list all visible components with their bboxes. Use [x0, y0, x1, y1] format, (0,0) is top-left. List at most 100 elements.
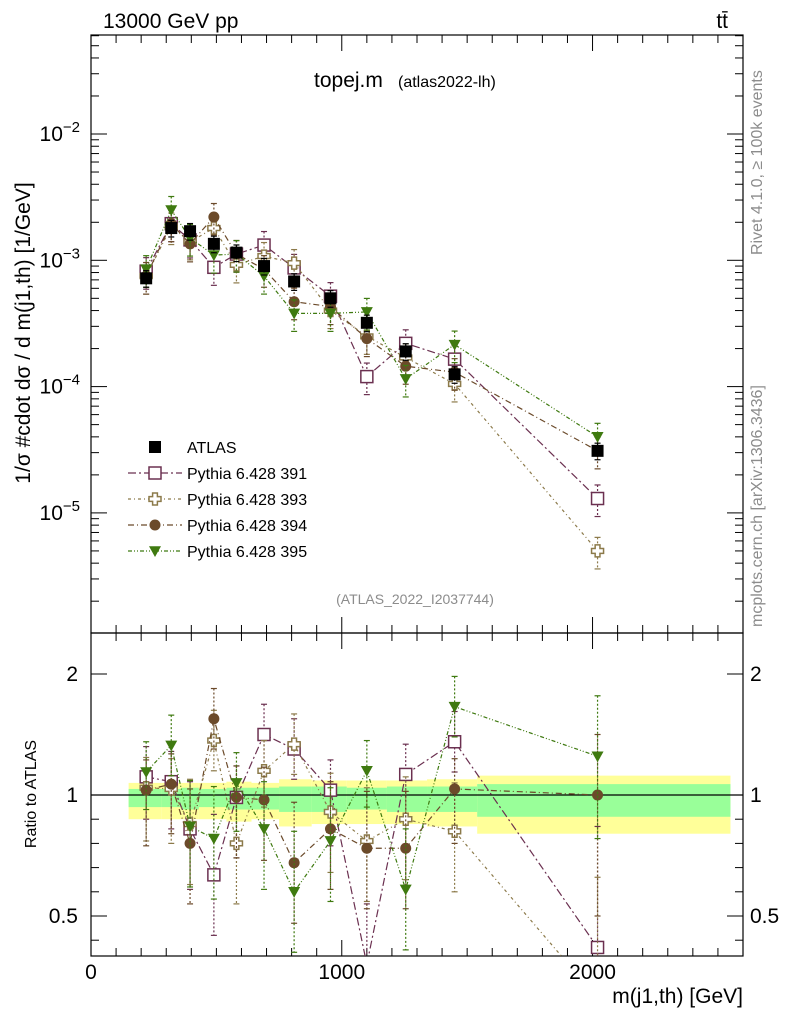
main-point-s4-6	[288, 308, 301, 320]
ratio-point-s1-10	[447, 735, 462, 749]
x-tick-label: 1000	[318, 961, 365, 984]
ratio-point-s4-5	[258, 824, 271, 835]
mcplots-label: mcplots.cern.ch [arXiv:1306.3436]	[749, 385, 766, 627]
ratio-line-4	[145, 705, 598, 893]
ratio-band-stat	[346, 787, 387, 810]
main-point-s0-2	[184, 225, 197, 238]
ratio-line-3	[146, 718, 598, 864]
ratio-point-s2-5	[257, 764, 271, 778]
ratio-point-s3-11	[592, 789, 604, 801]
main-point-s2-6	[287, 256, 301, 270]
main-point-s0-11	[591, 444, 604, 457]
ratio-point-s3-5	[258, 794, 270, 806]
ratio-line-2	[146, 740, 563, 956]
main-point-s4-1	[165, 205, 178, 217]
x-tick-label: 0	[85, 961, 97, 984]
ratio-y-tick-label: 1	[66, 784, 78, 807]
legend-marker-2	[148, 492, 162, 506]
main-point-s3-3	[208, 211, 220, 223]
ratio-y-tick-label-right: 2	[750, 663, 762, 686]
ratio-data-group	[139, 675, 605, 1004]
x-tick-label: 2000	[569, 961, 616, 984]
main-data-group	[139, 195, 605, 570]
rivet-label: Rivet 4.1.0, ≥ 100k events	[749, 70, 766, 255]
ratio-band-stat	[128, 788, 162, 808]
ratio-y-tick-label-right: 0.5	[750, 905, 779, 928]
main-point-s2-11	[590, 544, 605, 558]
main-point-s4-0	[140, 264, 153, 276]
main-y-axis-label: 1/σ #cdot dσ / d m(j1,th) [1/GeV]	[12, 182, 35, 483]
main-point-s0-5	[258, 260, 271, 273]
ratio-point-s2-6	[287, 737, 301, 751]
ratio-point-s4-0	[140, 767, 153, 779]
main-point-s4-3	[207, 250, 220, 262]
ratio-y-tick-label-right: 1	[750, 784, 762, 807]
main-point-s0-4	[230, 246, 243, 259]
main-point-s0-3	[207, 237, 220, 250]
ratio-point-s3-3	[208, 713, 220, 725]
ratio-point-s2-11	[592, 992, 604, 1004]
ratio-point-s4-1	[165, 740, 178, 752]
legend-marker-1	[148, 466, 162, 480]
legend-marker-atlas	[149, 441, 161, 453]
main-point-s0-10	[448, 368, 461, 381]
main-point-s4-7	[324, 308, 337, 320]
plot-title: topej.m	[314, 69, 383, 92]
header-energy: 13000 GeV pp	[103, 10, 238, 33]
ratio-point-s4-6	[288, 887, 301, 898]
ratio-point-s1-5	[257, 727, 271, 742]
legend-label-4: Pythia 6.428 395	[187, 544, 307, 561]
ratio-point-s4-3	[207, 833, 220, 845]
ratio-point-s4-10	[448, 701, 461, 713]
analysis-watermark: (ATLAS_2022_I2037744)	[336, 591, 494, 607]
main-point-s3-8	[361, 333, 373, 345]
main-point-s4-11	[591, 432, 604, 443]
series-line-1	[145, 222, 598, 499]
main-point-s0-1	[165, 222, 178, 235]
main-y-tick-label: 10−5	[40, 498, 80, 525]
main-point-s0-6	[288, 275, 301, 288]
main-point-s0-8	[360, 316, 373, 329]
main-point-s1-11	[590, 491, 605, 506]
ratio-y-axis-label: Ratio to ATLAS	[23, 740, 40, 848]
main-point-s4-10	[448, 339, 461, 351]
x-axis-label: m(j1,th) [GeV]	[612, 985, 743, 1008]
legend-label-0: ATLAS	[187, 440, 237, 457]
ratio-point-s4-4	[230, 778, 243, 789]
main-point-s0-7	[324, 292, 337, 305]
main-point-s4-9	[399, 374, 412, 385]
ratio-point-s3-2	[184, 837, 196, 849]
ratio-y-tick-label: 0.5	[49, 905, 78, 928]
ratio-point-s3-6	[288, 857, 300, 869]
main-y-tick-label: 10−4	[40, 372, 80, 399]
legend-marker-4	[149, 546, 161, 557]
legend-label-2: Pythia 6.428 393	[187, 492, 307, 509]
main-point-s0-0	[140, 272, 153, 285]
ratio-point-s3-10	[449, 783, 461, 795]
ratio-y-tick-label: 2	[66, 663, 78, 686]
ratio-band-stat	[279, 786, 312, 812]
main-point-s1-8	[360, 369, 374, 384]
ratio-point-s4-11	[591, 751, 604, 763]
series-line-4	[145, 208, 598, 438]
ratio-point-s3-9	[400, 842, 412, 854]
ratio-point-s2-9	[398, 812, 413, 826]
ratio-band-stat	[386, 786, 428, 812]
main-point-s0-9	[399, 345, 412, 358]
ratio-point-s3-8	[361, 842, 373, 854]
ratio-point-s4-8	[360, 766, 373, 777]
legend-label-1: Pythia 6.428 391	[187, 466, 307, 483]
main-point-s4-8	[360, 307, 373, 318]
ratio-point-s4-9	[399, 884, 412, 896]
main-y-tick-label: 10−3	[40, 245, 80, 272]
ratio-point-s4-2	[184, 821, 197, 833]
main-point-s4-5	[258, 271, 271, 283]
plot-subtitle: (atlas2022-lh)	[398, 74, 496, 91]
ratio-band-stat	[198, 788, 227, 808]
legend-label-3: Pythia 6.428 394	[187, 518, 307, 535]
ratio-point-s4-7	[324, 836, 337, 847]
ratio-band-stat	[477, 784, 731, 817]
header-process: tt̄	[716, 10, 728, 33]
ratio-point-s3-1	[165, 778, 177, 790]
